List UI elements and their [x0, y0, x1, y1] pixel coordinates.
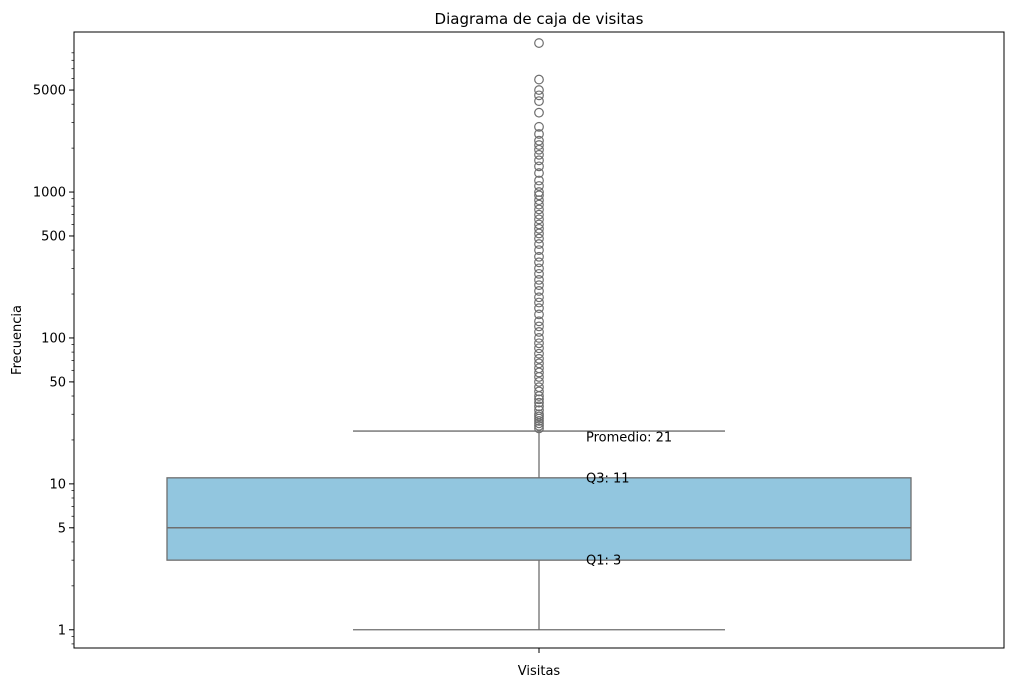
y-tick-label: 10	[49, 477, 66, 492]
outlier-point	[534, 321, 544, 332]
outlier-point	[534, 376, 544, 387]
outlier-point	[534, 129, 544, 139]
annotation-label: Q1: 3	[586, 554, 621, 569]
outlier-point	[534, 223, 544, 234]
outlier-point	[534, 140, 544, 150]
outlier-point	[534, 149, 544, 160]
outlier-point	[534, 121, 544, 132]
outlier-point	[534, 363, 544, 374]
iqr-box	[166, 477, 912, 561]
outlier-point	[534, 219, 544, 230]
outlier-point	[534, 38, 544, 48]
y-tick-label: 1000	[33, 186, 66, 201]
outlier-point	[534, 204, 544, 215]
outlier-point	[534, 175, 544, 186]
outlier-point	[534, 303, 544, 314]
outlier-point	[534, 268, 544, 279]
outlier-point	[534, 85, 544, 95]
outlier-point	[534, 90, 544, 101]
outlier-point	[534, 168, 544, 178]
y-tick-label: 100	[41, 331, 66, 346]
chart-title: Diagrama de caja de visitas	[435, 10, 644, 28]
y-tick-label: 50	[49, 375, 66, 390]
outlier-point	[534, 405, 544, 416]
outlier-point	[534, 233, 544, 244]
outlier-point	[534, 401, 544, 412]
outlier-point	[534, 187, 544, 197]
outlier-point	[534, 245, 544, 256]
y-tick-label: 5	[58, 521, 66, 536]
outlier-point	[534, 358, 544, 369]
outlier-point	[534, 333, 544, 343]
outlier-point	[534, 353, 544, 364]
outlier-point	[534, 135, 544, 146]
y-tick-label: 5000	[33, 84, 66, 99]
outlier-point	[534, 309, 544, 320]
outlier-point	[534, 316, 544, 327]
outlier-point	[534, 96, 544, 107]
outlier-point	[534, 214, 544, 225]
y-axis-label: Frecuencia	[10, 305, 25, 375]
y-tick-label: 500	[41, 229, 66, 244]
outlier-point	[534, 338, 544, 349]
outlier-point	[534, 161, 544, 172]
annotation-label: Promedio: 21	[586, 430, 672, 445]
outlier-point	[534, 155, 544, 166]
outlier-point	[534, 327, 544, 337]
outlier-point	[534, 394, 544, 405]
outlier-point	[534, 280, 544, 291]
outlier-point	[534, 386, 544, 397]
outlier-point	[534, 181, 544, 191]
outlier-point	[534, 239, 544, 249]
y-tick-label: 1	[58, 623, 66, 638]
outlier-point	[534, 209, 544, 220]
outlier-point	[534, 420, 544, 431]
outlier-point	[534, 409, 544, 420]
outlier-point	[534, 199, 544, 210]
outlier-point	[534, 74, 544, 85]
outlier-point	[534, 382, 544, 393]
outlier-point	[534, 263, 544, 274]
outlier-point	[534, 297, 544, 308]
outlier-point	[534, 190, 544, 201]
annotation-label: Q3: 11	[586, 471, 630, 486]
outlier-point	[534, 286, 544, 296]
outlier-point	[534, 251, 544, 262]
outlier-point	[534, 274, 544, 285]
outlier-point	[534, 257, 544, 268]
x-axis-label: Visitas	[518, 664, 561, 679]
outlier-point	[534, 397, 544, 408]
outlier-point	[534, 343, 544, 354]
outlier-point	[534, 348, 544, 359]
outlier-point	[534, 107, 544, 118]
outlier-point	[534, 423, 544, 434]
outlier-point	[534, 292, 544, 303]
